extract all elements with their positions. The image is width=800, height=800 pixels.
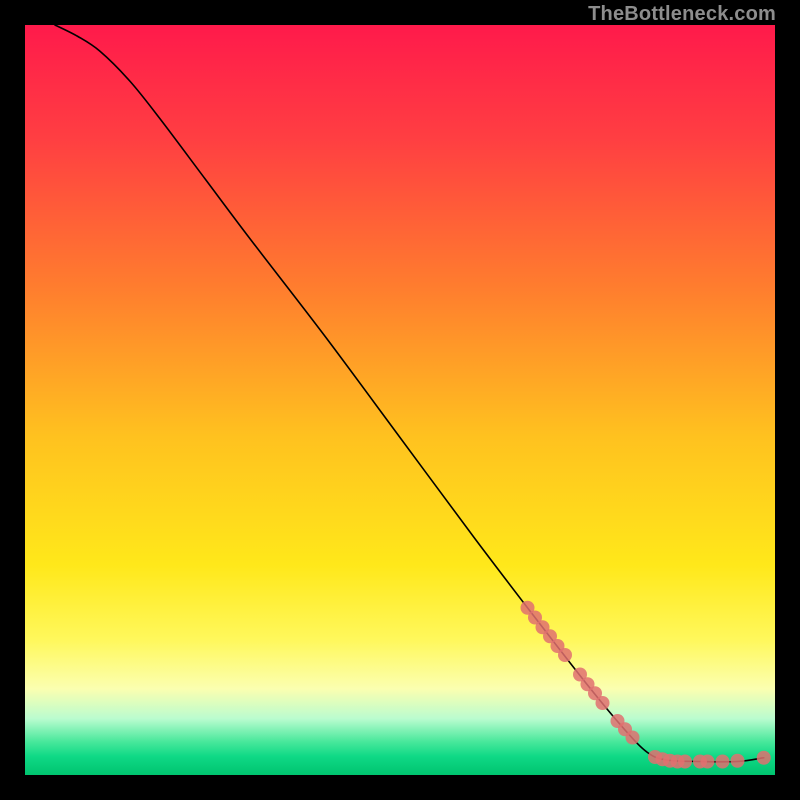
scatter-point <box>731 754 745 768</box>
scatter-point <box>626 731 640 745</box>
bottleneck-curve <box>55 25 764 762</box>
scatter-point <box>558 648 572 662</box>
chart-plot-area <box>25 25 775 775</box>
chart-data-layer <box>25 25 775 775</box>
scatter-point <box>757 751 771 765</box>
watermark-text: TheBottleneck.com <box>588 3 776 26</box>
scatter-point <box>716 755 730 769</box>
scatter-point <box>678 755 692 769</box>
scatter-markers <box>521 601 771 769</box>
scatter-point <box>701 755 715 769</box>
scatter-point <box>596 696 610 710</box>
